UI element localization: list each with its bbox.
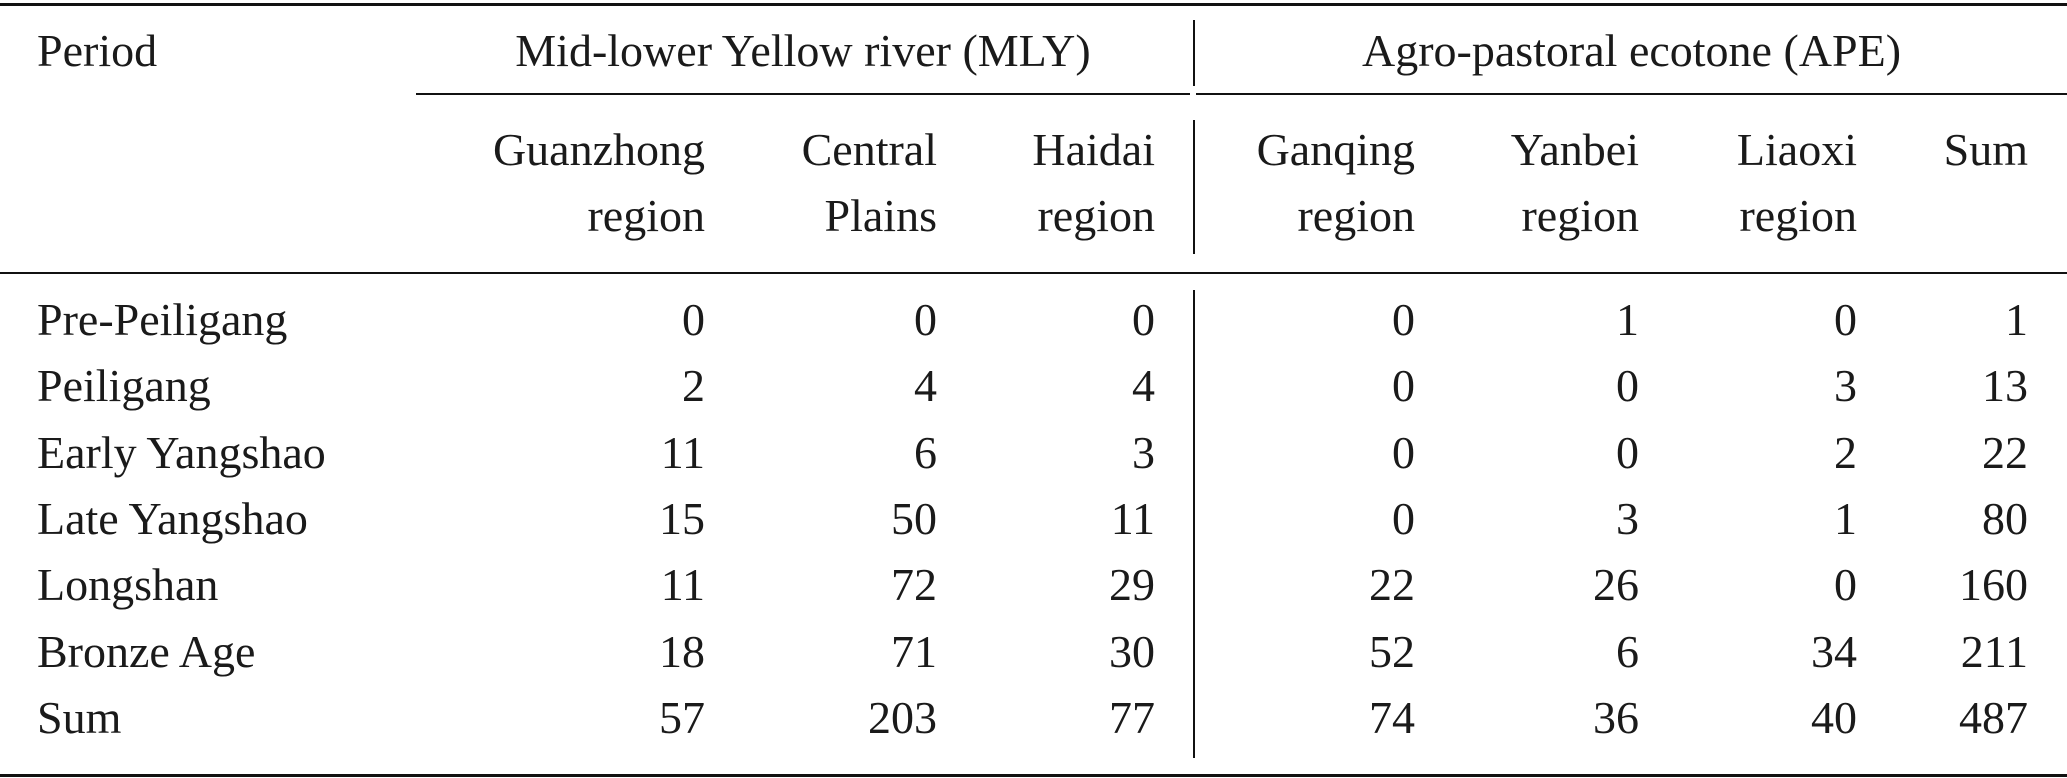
table-cell: 72 (891, 559, 937, 611)
table-cell: 2 (1834, 426, 1857, 478)
table-cell: 80 (1982, 492, 2028, 544)
table-cell: 30 (1109, 625, 1155, 677)
table-cell: 11 (1110, 492, 1155, 544)
table-cell: 3 (1834, 360, 1857, 412)
row-period-label: Longshan (37, 559, 219, 611)
table-cell: 11 (660, 559, 705, 611)
group-separator-top (1193, 20, 1195, 86)
table-cell: 1 (1616, 294, 1639, 345)
col-header-guanzhong: Guanzhong region (400, 117, 705, 249)
bottom-rule (0, 774, 2067, 777)
table-cell: 74 (1369, 691, 1415, 743)
table-cell: 6 (914, 426, 937, 478)
table-cell: 50 (891, 492, 937, 544)
table-cell: 0 (1132, 294, 1155, 345)
table-cell: 40 (1811, 691, 1857, 743)
col-header-line: region (1037, 190, 1155, 241)
table-cell: 203 (868, 691, 937, 743)
row-period-label: Early Yangshao (37, 426, 326, 478)
table-cell: 0 (1392, 492, 1415, 544)
table-cell: 22 (1982, 426, 2028, 478)
table-cell: 0 (1834, 294, 1857, 345)
group-header-ape: Agro-pastoral ecotone (APE) (1361, 25, 1902, 76)
col-header-line: region (1297, 190, 1415, 241)
col-header-line: region (1521, 190, 1639, 241)
col-header-line: Plains (824, 190, 937, 241)
table-cell: 57 (659, 691, 705, 743)
table-cell: 1 (2005, 294, 2028, 345)
table-cell: 0 (1834, 559, 1857, 611)
col-header-line: Central (801, 124, 937, 175)
row-period-label: Bronze Age (37, 625, 256, 677)
table-cell: 11 (660, 426, 705, 478)
table-cell: 36 (1593, 691, 1639, 743)
table-cell: 3 (1132, 426, 1155, 478)
table-cell: 22 (1369, 559, 1415, 611)
table-cell: 26 (1593, 559, 1639, 611)
table-cell: 0 (1392, 426, 1415, 478)
table-cell: 487 (1959, 691, 2028, 743)
table-cell: 52 (1369, 625, 1415, 677)
col-header-line: Liaoxi (1736, 124, 1857, 175)
group-separator-body (1193, 290, 1195, 758)
group-separator-header (1193, 120, 1195, 254)
table-cell: 4 (1132, 360, 1155, 412)
col-header-liaoxi: Liaoxi region (1660, 117, 1857, 249)
table-cell: 0 (1616, 360, 1639, 412)
table-cell: 77 (1109, 691, 1155, 743)
table-cell: 0 (1616, 426, 1639, 478)
table-cell: 4 (914, 360, 937, 412)
row-period-label: Sum (37, 691, 122, 743)
row-period-label: Pre-Peiligang (37, 294, 288, 345)
group-rule-mly (416, 93, 1190, 95)
table-cell: 34 (1811, 625, 1857, 677)
col-header-yanbei: Yanbei region (1430, 117, 1639, 249)
group-rule-ape (1196, 93, 2067, 95)
table-cell: 6 (1616, 625, 1639, 677)
col-header-line: Ganqing (1256, 124, 1415, 175)
col-header-line: Guanzhong (492, 124, 705, 175)
table-cell: 0 (1392, 360, 1415, 412)
row-period-label: Late Yangshao (37, 492, 308, 544)
table-cell: 2 (682, 360, 705, 412)
row-period-label: Peiligang (37, 360, 211, 412)
table-cell: 13 (1982, 360, 2028, 412)
table-cell: 29 (1109, 559, 1155, 611)
table-cell: 18 (659, 625, 705, 677)
col-header-sum: Sum (1880, 117, 2028, 183)
table-cell: 0 (1392, 294, 1415, 345)
table-cell: 211 (1960, 625, 2028, 677)
group-header-mly: Mid-lower Yellow river (MLY) (515, 25, 1091, 76)
period-header: Period (37, 25, 158, 76)
col-header-ganqing: Ganqing region (1200, 117, 1415, 249)
table-cell: 160 (1959, 559, 2028, 611)
col-header-line: region (1739, 190, 1857, 241)
col-header-line: region (587, 190, 705, 241)
col-header-line: Sum (1943, 124, 2028, 175)
table-cell: 0 (914, 294, 937, 345)
col-header-line: Haidai (1032, 124, 1155, 175)
col-header-line: Yanbei (1510, 124, 1639, 175)
table-cell: 1 (1834, 492, 1857, 544)
top-rule (0, 3, 2067, 6)
table-cell: 71 (891, 625, 937, 677)
table-cell: 15 (659, 492, 705, 544)
table-cell: 0 (682, 294, 705, 345)
header-bottom-rule (0, 272, 2067, 274)
col-header-central: Central Plains (720, 117, 937, 249)
table-cell: 3 (1616, 492, 1639, 544)
col-header-haidai: Haidai region (950, 117, 1155, 249)
